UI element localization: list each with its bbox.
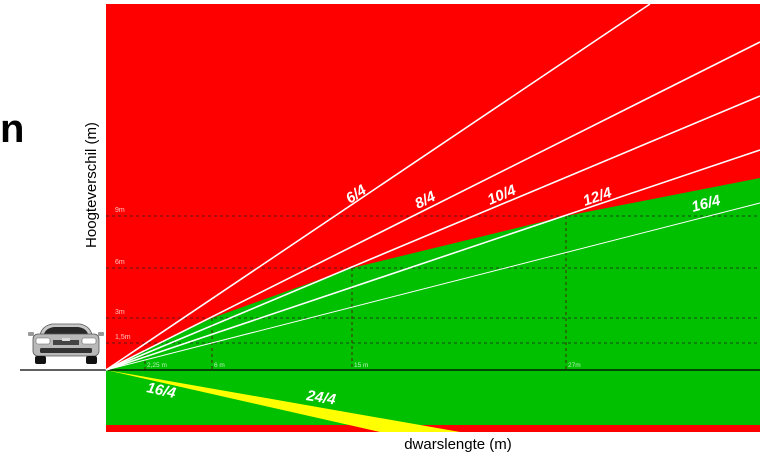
safe-zone bbox=[106, 178, 760, 425]
height-tick-label: 6m bbox=[115, 259, 125, 266]
distance-tick-label: 15 m bbox=[354, 362, 368, 369]
height-tick-label: 3m bbox=[115, 309, 125, 316]
ray-slope-6-4 bbox=[105, 3, 651, 371]
ray-slope-8-4 bbox=[105, 41, 761, 371]
slope-label-down-16-4: 16/4 bbox=[145, 379, 178, 402]
distance-tick-label: 2,25 m bbox=[147, 362, 167, 369]
ray-slope-10-4 bbox=[105, 95, 761, 371]
ray-slope-16-4 bbox=[105, 202, 761, 371]
height-tick-label: 1,5m bbox=[115, 334, 131, 341]
slope-label-down-24-4: 24/4 bbox=[304, 387, 337, 409]
ray-slope-12-4 bbox=[105, 149, 761, 371]
warning-zone bbox=[106, 370, 460, 432]
car-front-icon bbox=[28, 323, 104, 364]
height-grid bbox=[106, 215, 760, 344]
distance-tick-label: 6 m bbox=[214, 362, 225, 369]
x-axis-title: dwarslengte (m) bbox=[404, 436, 512, 453]
partial-title-letter: n bbox=[0, 107, 24, 151]
distance-tick-label: 27m bbox=[568, 362, 581, 369]
y-axis-title: Hoogteverschil (m) bbox=[83, 122, 100, 248]
slope-rays bbox=[105, 3, 761, 371]
height-tick-label: 9m bbox=[115, 207, 125, 214]
